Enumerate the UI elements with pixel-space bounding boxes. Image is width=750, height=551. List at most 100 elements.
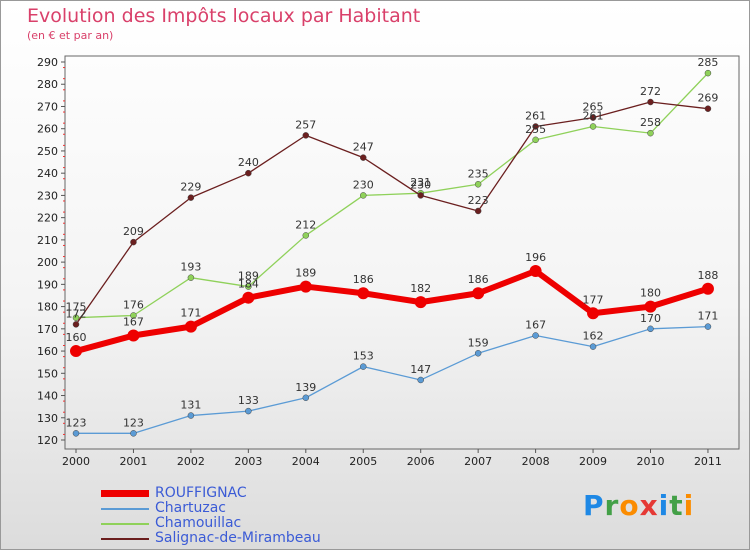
data-label: 230: [410, 178, 431, 191]
x-tick-label: 2000: [62, 455, 90, 468]
data-label: 212: [295, 218, 316, 231]
y-tick-label: 130: [37, 412, 58, 425]
data-point: [70, 345, 82, 358]
data-point: [245, 283, 252, 290]
legend-swatch: [101, 522, 149, 525]
data-label: 193: [180, 261, 201, 274]
x-tick-label: 2008: [522, 455, 550, 468]
data-point: [127, 329, 140, 342]
y-tick-label: 150: [37, 367, 58, 380]
data-label: 261: [525, 109, 546, 122]
data-label: 175: [66, 301, 87, 314]
data-point: [417, 376, 424, 384]
data-point: [414, 296, 427, 309]
data-point: [417, 192, 424, 199]
data-label: 258: [640, 116, 661, 129]
y-tick-label: 220: [37, 212, 58, 225]
y-tick-label: 250: [37, 145, 58, 158]
chart-title: Evolution des Impôts locaux par Habitant: [27, 5, 421, 27]
data-label: 186: [468, 273, 489, 286]
data-label: 170: [640, 312, 661, 325]
data-point: [360, 154, 367, 161]
data-point: [245, 407, 252, 415]
series-line-salignac-de-mirambeau: [75, 101, 709, 325]
data-point: [701, 282, 714, 295]
y-tick-label: 160: [37, 345, 58, 358]
data-label: 162: [583, 330, 604, 343]
data-label: 184: [238, 278, 259, 291]
series-line-chartuzac: [76, 325, 708, 434]
data-point: [647, 98, 654, 106]
data-point: [242, 291, 255, 304]
y-tick-label: 230: [37, 189, 58, 202]
data-label: 189: [238, 270, 259, 283]
data-point: [647, 129, 654, 137]
data-point: [302, 232, 310, 239]
axes: 120 130 140 150 160 170 180 190 200 210 220 230 240 2…: [37, 55, 740, 468]
data-point: [187, 194, 195, 201]
data-point: [589, 343, 597, 350]
x-tick-label: 2001: [119, 455, 147, 468]
data-label: 147: [410, 363, 431, 376]
series-lines: [70, 69, 714, 437]
data-label: 159: [468, 336, 489, 349]
data-label: 247: [353, 141, 374, 154]
data-label: 123: [123, 416, 144, 429]
y-tick-label: 240: [37, 167, 58, 180]
y-tick-label: 140: [37, 390, 58, 403]
data-label: 230: [353, 178, 374, 191]
data-label: 139: [295, 381, 316, 394]
data-point: [474, 207, 482, 215]
y-tick-label: 210: [37, 234, 58, 247]
data-label: 171: [180, 307, 201, 320]
y-tick-label: 170: [37, 323, 58, 336]
legend-swatch: [101, 490, 149, 497]
data-point: [187, 274, 195, 281]
series-line-chamouillac: [75, 72, 709, 319]
data-label: 189: [295, 267, 316, 280]
data-label: 265: [583, 101, 604, 114]
x-tick-label: 2004: [292, 455, 320, 468]
data-label: 261: [583, 109, 604, 122]
x-tick-label: 2005: [349, 455, 377, 468]
data-point: [474, 181, 482, 188]
data-point: [589, 123, 597, 130]
data-point: [704, 69, 712, 77]
data-label: 133: [238, 394, 259, 407]
legend-swatch: [101, 537, 149, 540]
y-tick-label: 120: [37, 434, 58, 447]
data-point: [302, 394, 310, 402]
data-point: [704, 323, 712, 330]
data-point: [360, 192, 367, 199]
legend-item: Chartuzac: [101, 501, 321, 516]
data-label: 180: [640, 287, 661, 300]
data-point: [474, 350, 482, 357]
y-tick-label: 260: [37, 123, 58, 136]
legend-label: ROUFFIGNAC: [155, 485, 247, 501]
y-tick-label: 200: [37, 256, 58, 269]
data-label: 188: [697, 269, 718, 282]
legend-label: Salignac-de-Mirambeau: [155, 530, 321, 546]
plot-area: [64, 55, 740, 450]
data-label: 182: [410, 282, 431, 295]
data-label: 255: [525, 123, 546, 136]
legend-label: Chamouillac: [155, 515, 242, 531]
data-point: [130, 238, 137, 246]
chart-subtitle: (en € et par an): [27, 29, 114, 42]
data-point: [245, 169, 252, 177]
data-label: 177: [583, 293, 604, 306]
data-point: [532, 332, 539, 339]
data-point: [360, 363, 367, 370]
data-point: [587, 307, 600, 320]
data-point: [302, 132, 310, 139]
data-label: 257: [295, 118, 316, 131]
data-label: 172: [66, 307, 87, 320]
data-label: 240: [238, 156, 259, 169]
x-tick-label: 2007: [464, 455, 492, 468]
legend: ROUFFIGNAC Chartuzac Chamouillac Salignac-d…: [101, 486, 321, 546]
x-tick-label: 2006: [407, 455, 435, 468]
data-point: [647, 325, 654, 333]
